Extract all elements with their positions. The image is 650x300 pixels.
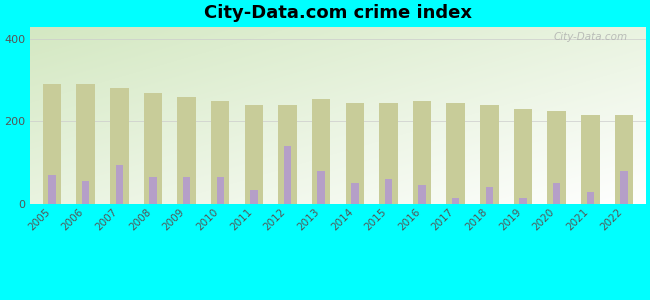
Bar: [211, 101, 229, 204]
Bar: [480, 105, 499, 204]
Bar: [216, 177, 224, 204]
Bar: [77, 84, 95, 204]
Bar: [553, 183, 560, 204]
Bar: [312, 99, 330, 204]
Bar: [620, 171, 628, 204]
Bar: [150, 177, 157, 204]
Bar: [244, 105, 263, 204]
Text: City-Data.com: City-Data.com: [553, 32, 627, 42]
Bar: [385, 179, 392, 204]
Bar: [581, 115, 599, 204]
Bar: [250, 190, 257, 204]
Bar: [586, 192, 594, 204]
Bar: [144, 92, 162, 204]
Bar: [615, 115, 633, 204]
Bar: [447, 103, 465, 204]
Bar: [514, 109, 532, 204]
Bar: [82, 181, 89, 204]
Bar: [351, 183, 359, 204]
Bar: [183, 177, 190, 204]
Title: City-Data.com crime index: City-Data.com crime index: [204, 4, 472, 22]
Bar: [278, 105, 297, 204]
Bar: [317, 171, 325, 204]
Bar: [452, 198, 460, 204]
Bar: [284, 146, 291, 204]
Bar: [419, 185, 426, 204]
Bar: [110, 88, 129, 204]
Bar: [413, 101, 432, 204]
Bar: [43, 84, 61, 204]
Bar: [547, 111, 566, 204]
Bar: [177, 97, 196, 204]
Bar: [48, 175, 56, 204]
Bar: [116, 165, 123, 204]
Bar: [519, 198, 526, 204]
Bar: [346, 103, 364, 204]
Bar: [486, 188, 493, 204]
Bar: [379, 103, 398, 204]
